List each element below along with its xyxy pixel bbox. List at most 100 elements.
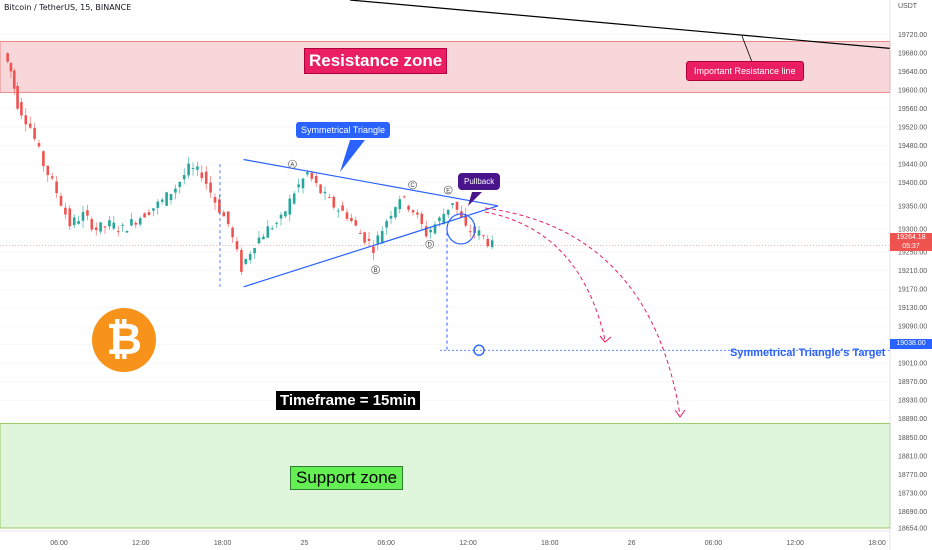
- long-projection-curve: [484, 207, 681, 416]
- candle-body: [398, 199, 402, 210]
- candle-body: [209, 182, 212, 193]
- candle-body: [416, 212, 419, 215]
- candle-body: [226, 211, 230, 225]
- y-tick-label: 19210.00: [898, 268, 927, 275]
- y-tick-label: 19520.00: [898, 125, 927, 132]
- price-axis: 19720.00 19680.00 19640.00 19600.00 19560.00…: [889, 0, 927, 550]
- candle-body: [446, 209, 450, 215]
- wave-point-b-icon: [371, 265, 380, 274]
- candle-body: [178, 181, 182, 187]
- candle-body: [314, 175, 318, 184]
- candle-body: [451, 203, 454, 205]
- pullback-callout[interactable]: Pullback: [458, 173, 501, 190]
- candle-body: [77, 221, 80, 224]
- y-tick-label: 19480.00: [898, 143, 927, 150]
- candle-body: [438, 217, 441, 222]
- x-tick-label: 06:00: [377, 540, 395, 547]
- candle-body: [147, 212, 151, 216]
- candle-body: [24, 115, 28, 125]
- triangle-upper-line: [243, 158, 499, 207]
- candle-body: [477, 230, 481, 236]
- x-tick-label: 18:00: [214, 540, 232, 547]
- arrowhead: [674, 409, 686, 418]
- candle-body: [385, 221, 388, 228]
- support-zone: [0, 422, 891, 529]
- y-tick-label: 19170.00: [898, 287, 927, 294]
- candle-body: [116, 231, 120, 233]
- candle-body: [42, 151, 45, 167]
- candle-body: [328, 197, 331, 199]
- candle-body: [90, 219, 94, 230]
- candle-body: [99, 222, 102, 232]
- timeframe-label[interactable]: Timeframe = 15min: [276, 391, 421, 410]
- candle-body: [266, 226, 270, 238]
- y-tick-label: 18850.00: [898, 435, 927, 442]
- symbol-title: Bitcoin / TetherUS, 15, BINANCE: [4, 3, 132, 12]
- candle-body: [72, 217, 76, 225]
- x-tick-label: 12:00: [459, 540, 477, 547]
- candle-body: [86, 210, 89, 216]
- y-tick-label: 19640.00: [898, 69, 927, 76]
- candle-body: [16, 86, 19, 109]
- candle-body: [402, 196, 406, 198]
- candle-body: [455, 201, 459, 210]
- candle-body: [20, 102, 23, 116]
- target-price-tag: 19038.00: [890, 339, 932, 349]
- pullback-callout-pointer: [468, 192, 482, 206]
- wave-label: B: [374, 268, 378, 274]
- x-tick-label: 25: [301, 540, 309, 547]
- candle-body: [6, 53, 9, 62]
- candle-body: [376, 235, 380, 244]
- wave-point-e-icon: [443, 185, 453, 195]
- candle-body: [55, 181, 58, 194]
- current-price-tag: 19264.18: [890, 233, 932, 242]
- candle-body: [9, 62, 13, 72]
- candle-body: [407, 205, 410, 210]
- candle-body: [292, 193, 296, 204]
- important-resistance-callout[interactable]: Important Resistance line: [686, 61, 804, 81]
- y-tick-label: 19250.00: [898, 250, 927, 257]
- candle-body: [490, 240, 494, 248]
- y-tick-label: 19680.00: [898, 51, 927, 58]
- candle-body: [354, 220, 358, 226]
- candle-body: [262, 236, 265, 240]
- triangle-callout[interactable]: Symmetrical Triangle: [296, 122, 391, 138]
- candle-body: [33, 128, 36, 139]
- candle-body: [138, 218, 142, 225]
- candle-body: [59, 195, 63, 206]
- candle-body: [12, 70, 16, 89]
- x-tick-label: 18:00: [541, 540, 559, 547]
- candle-body: [433, 224, 437, 234]
- crosshair-target-icon: [473, 344, 485, 356]
- candle-body: [372, 246, 375, 253]
- callout-pointer: [741, 35, 753, 63]
- candle-body: [341, 205, 344, 211]
- candle-body: [152, 208, 155, 211]
- candle-body: [411, 210, 415, 213]
- bitcoin-logo-icon: ₿: [92, 308, 156, 372]
- important-resistance-line: [349, 0, 891, 50]
- y-tick-label: 19090.00: [898, 324, 927, 331]
- target-label[interactable]: Symmetrical Triangle's Target: [730, 347, 886, 359]
- candle-body: [332, 196, 336, 208]
- candle-body: [429, 229, 432, 233]
- candle-body: [121, 224, 124, 226]
- resistance-zone-label[interactable]: Resistance zone: [304, 48, 448, 74]
- wave-point-a-icon: [288, 159, 297, 169]
- candle-body: [218, 199, 221, 213]
- candle-body: [81, 212, 85, 221]
- candle-body: [253, 248, 256, 254]
- candle-body: [64, 207, 67, 215]
- candle-body: [108, 220, 111, 227]
- y-tick-label: 19130.00: [898, 305, 927, 312]
- y-tick-label: 18770.00: [898, 472, 927, 479]
- y-tick-label: 19440.00: [898, 162, 927, 169]
- y-tick-label: 18690.00: [898, 509, 927, 516]
- y-tick-label: 19400.00: [898, 180, 927, 187]
- candle-body: [213, 196, 217, 203]
- candle-body: [160, 199, 164, 202]
- candle-body: [156, 201, 160, 208]
- support-zone-label[interactable]: Support zone: [290, 466, 404, 490]
- candle-body: [323, 191, 327, 194]
